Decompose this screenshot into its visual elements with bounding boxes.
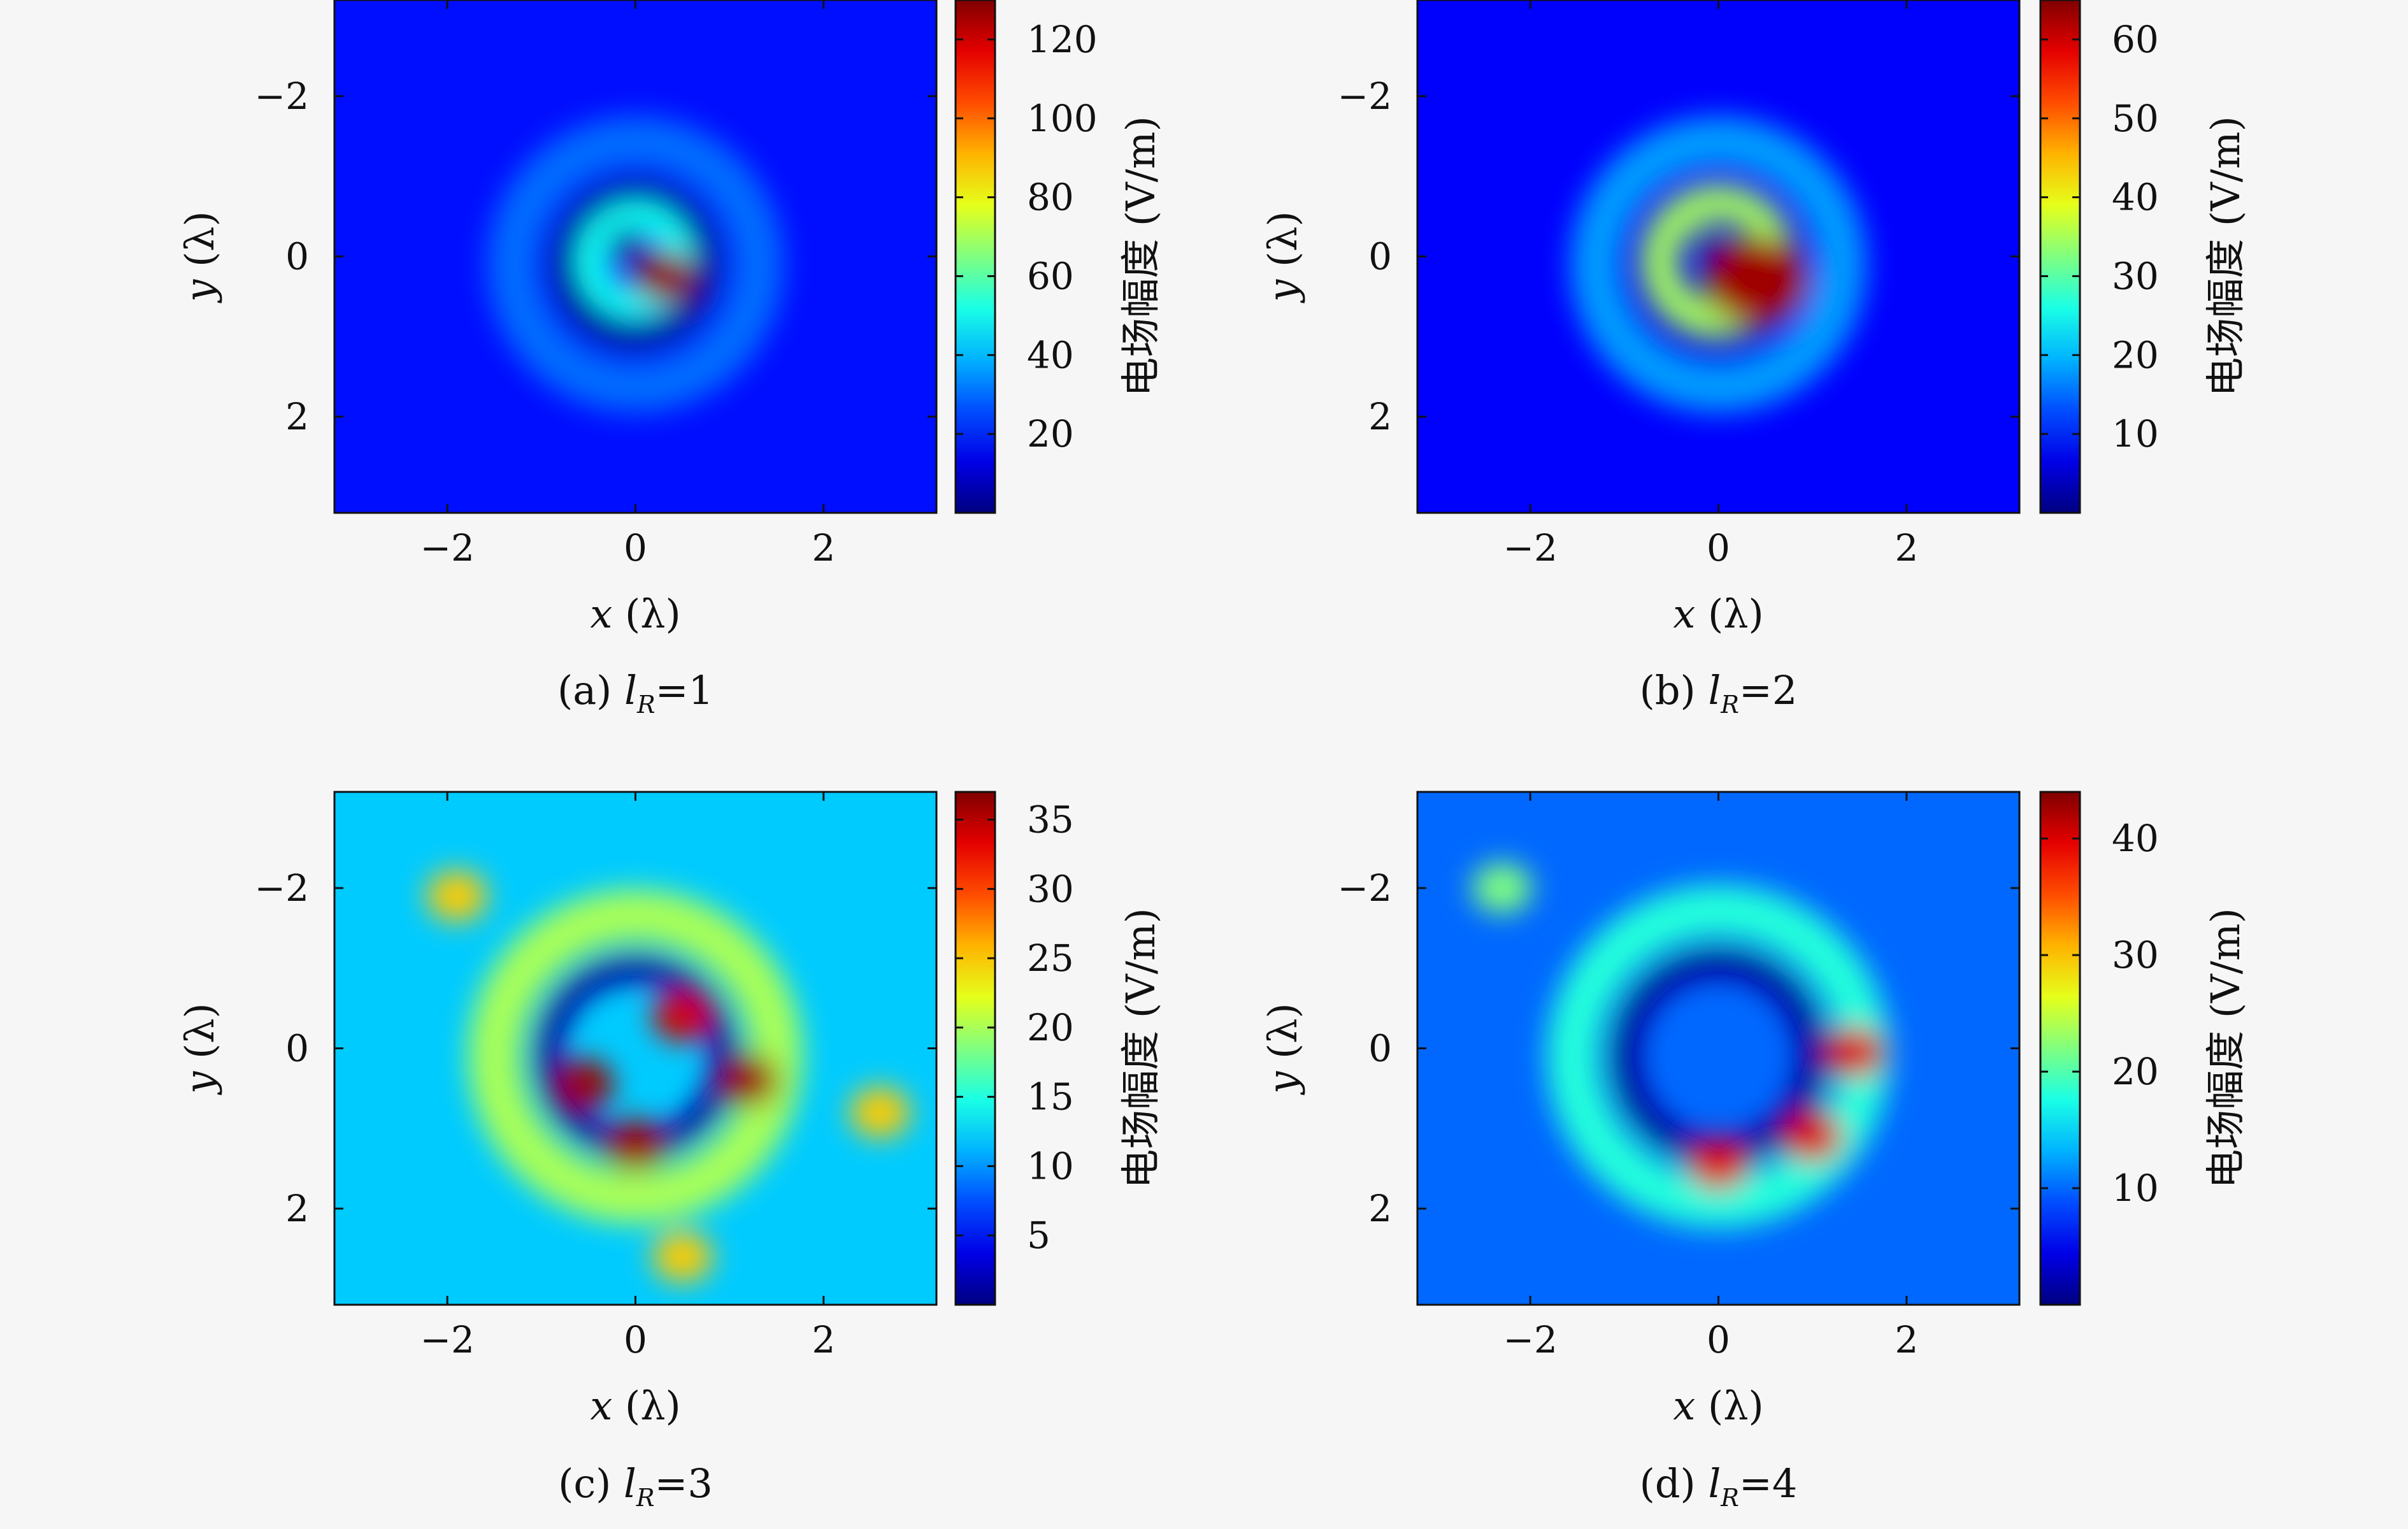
colorbar-label: 电场幅度 (V/m) xyxy=(1117,908,1164,1189)
field-hotspot xyxy=(1472,862,1533,914)
x-tick-label: 2 xyxy=(812,526,835,570)
y-tick-label: 0 xyxy=(1368,1027,1392,1070)
field-hotspot xyxy=(1782,1110,1843,1163)
field-hotspot xyxy=(605,1119,666,1170)
y-tick-label: 2 xyxy=(1368,395,1392,438)
colorbar-tick-label: 40 xyxy=(2112,176,2159,219)
field-outer-ring xyxy=(1570,116,1867,413)
panel-caption: (c) lR=3 xyxy=(558,1460,713,1512)
panel-0: −2 0 2 −2 0 2 x (λ) y (λ) 20 40 60 80 100 120 电场幅度 (V/… xyxy=(176,0,1164,719)
colorbar-tick-label: 30 xyxy=(2112,254,2159,298)
y-tick-label: 0 xyxy=(1368,235,1392,278)
colorbar-tick-label: 20 xyxy=(2112,1050,2159,1093)
colorbar-tick-label: 10 xyxy=(1027,1144,1074,1188)
colorbar-tick-label: 40 xyxy=(2112,817,2159,860)
field-outer-ring xyxy=(487,116,784,413)
colorbar-tick-label: 60 xyxy=(2112,18,2159,61)
field-hotspot xyxy=(1824,1026,1885,1078)
heatmap-background xyxy=(334,792,936,1305)
panel-1: −2 0 2 −2 0 2 x (λ) y (λ) 10 20 30 40 50 60 电场幅度 (V/m)… xyxy=(1259,0,2249,719)
field-dark-ring xyxy=(550,180,720,349)
x-tick-label: −2 xyxy=(420,526,475,570)
x-tick-label: 2 xyxy=(1895,1318,1918,1361)
heatmap-0 xyxy=(334,0,936,513)
x-axis-label: x (λ) xyxy=(1673,591,1763,637)
colorbar-label: 电场幅度 (V/m) xyxy=(1117,116,1164,397)
x-axis-label: x (λ) xyxy=(1673,1382,1763,1429)
panel-2: −2 0 2 −2 0 2 x (λ) y (λ) 5 10 15 20 25 30 35 电场幅度 (V/m… xyxy=(176,791,1164,1512)
heatmap-2 xyxy=(334,792,936,1305)
x-tick-label: 0 xyxy=(1707,526,1730,570)
field-hotspot xyxy=(554,1058,614,1110)
heatmap-3 xyxy=(1417,792,2019,1305)
x-tick-label: 2 xyxy=(812,1318,835,1361)
field-hotspot xyxy=(652,1231,713,1282)
colorbar xyxy=(954,791,996,1306)
colorbar-label: 电场幅度 (V/m) xyxy=(2202,908,2249,1189)
x-axis-label: x (λ) xyxy=(590,591,680,637)
y-tick-label: 2 xyxy=(1368,1187,1392,1230)
y-axis-label: y (λ) xyxy=(1259,211,1306,303)
y-axis-label: y (λ) xyxy=(176,1003,223,1095)
y-axis-label: y (λ) xyxy=(1259,1003,1306,1095)
y-axis-label: y (λ) xyxy=(176,211,223,303)
x-tick-label: −2 xyxy=(1503,1318,1558,1361)
x-tick-label: 2 xyxy=(1895,526,1918,570)
colorbar-tick-label: 30 xyxy=(1027,867,1074,910)
colorbar-tick-label: 35 xyxy=(1027,798,1074,842)
colorbar-label: 电场幅度 (V/m) xyxy=(2202,116,2249,397)
colorbar-tick-label: 20 xyxy=(1027,1006,1074,1049)
colorbar xyxy=(954,0,996,514)
panel-caption: (a) lR=1 xyxy=(557,667,713,719)
panel-caption: (b) lR=2 xyxy=(1640,667,1798,719)
colorbar-tick-label: 100 xyxy=(1027,97,1098,140)
x-tick-label: 0 xyxy=(624,1318,647,1361)
colorbar-tick-label: 20 xyxy=(1027,412,1074,456)
field-core-null xyxy=(609,227,643,262)
colorbar-tick-label: 60 xyxy=(1027,254,1074,298)
heatmap-1 xyxy=(1417,0,2019,513)
colorbar-tick-label: 50 xyxy=(2112,97,2159,140)
x-tick-label: −2 xyxy=(420,1318,475,1361)
y-tick-label: −2 xyxy=(1338,866,1393,910)
colorbar-tick-label: 20 xyxy=(2112,333,2159,377)
x-tick-label: 0 xyxy=(1707,1318,1730,1361)
colorbar xyxy=(2039,0,2081,514)
panel-3: −2 0 2 −2 0 2 x (λ) y (λ) 10 20 30 40 电场幅度 (V/m) (d) … xyxy=(1259,791,2249,1512)
colorbar-tick-label: 30 xyxy=(2112,933,2159,977)
colorbar xyxy=(2039,791,2081,1306)
field-hotspot xyxy=(426,870,487,922)
y-tick-label: 0 xyxy=(285,235,309,278)
y-tick-label: 2 xyxy=(285,1187,309,1230)
field-hotspot xyxy=(1704,236,1808,325)
y-tick-label: −2 xyxy=(255,866,310,910)
field-hotspot xyxy=(652,991,713,1042)
panel-caption: (d) lR=4 xyxy=(1640,1460,1798,1512)
field-hotspot xyxy=(850,1086,910,1138)
y-tick-label: 2 xyxy=(285,395,309,438)
colorbar-tick-label: 120 xyxy=(1027,18,1098,61)
colorbar-tick-label: 10 xyxy=(2112,1166,2159,1210)
colorbar-tick-label: 10 xyxy=(2112,412,2159,456)
field-outer-ring xyxy=(468,889,803,1224)
colorbar-tick-label: 5 xyxy=(1027,1214,1050,1257)
field-hotspot xyxy=(718,1054,778,1106)
y-tick-label: −2 xyxy=(1338,75,1393,118)
colorbar-tick-label: 40 xyxy=(1027,333,1074,377)
field-hotspot xyxy=(1688,1138,1749,1191)
colorbar-tick-label: 80 xyxy=(1027,176,1074,219)
x-tick-label: 0 xyxy=(624,526,647,570)
colorbar-tick-label: 25 xyxy=(1027,937,1074,980)
x-tick-label: −2 xyxy=(1503,526,1558,570)
field-hotspot xyxy=(633,250,694,303)
y-tick-label: 0 xyxy=(285,1027,309,1070)
colorbar-tick-label: 15 xyxy=(1027,1075,1074,1119)
x-axis-label: x (λ) xyxy=(590,1382,680,1429)
y-tick-label: −2 xyxy=(255,75,310,118)
